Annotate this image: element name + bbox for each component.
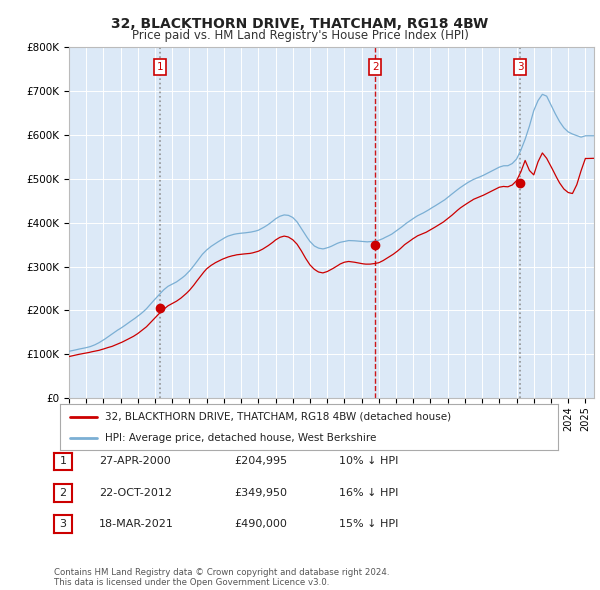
Text: 3: 3 — [517, 62, 523, 72]
Text: Price paid vs. HM Land Registry's House Price Index (HPI): Price paid vs. HM Land Registry's House … — [131, 30, 469, 42]
Text: 16% ↓ HPI: 16% ↓ HPI — [339, 488, 398, 497]
Text: £349,950: £349,950 — [234, 488, 287, 497]
Text: 2: 2 — [372, 62, 379, 72]
Text: £490,000: £490,000 — [234, 519, 287, 529]
Text: £204,995: £204,995 — [234, 457, 287, 466]
Text: 10% ↓ HPI: 10% ↓ HPI — [339, 457, 398, 466]
Text: 2: 2 — [59, 488, 67, 497]
Text: 18-MAR-2021: 18-MAR-2021 — [99, 519, 174, 529]
Text: 15% ↓ HPI: 15% ↓ HPI — [339, 519, 398, 529]
Text: 22-OCT-2012: 22-OCT-2012 — [99, 488, 172, 497]
Text: 32, BLACKTHORN DRIVE, THATCHAM, RG18 4BW: 32, BLACKTHORN DRIVE, THATCHAM, RG18 4BW — [112, 17, 488, 31]
Text: 32, BLACKTHORN DRIVE, THATCHAM, RG18 4BW (detached house): 32, BLACKTHORN DRIVE, THATCHAM, RG18 4BW… — [105, 412, 451, 422]
Text: HPI: Average price, detached house, West Berkshire: HPI: Average price, detached house, West… — [105, 433, 376, 443]
Text: Contains HM Land Registry data © Crown copyright and database right 2024.
This d: Contains HM Land Registry data © Crown c… — [54, 568, 389, 587]
Text: 1: 1 — [157, 62, 163, 72]
Text: 3: 3 — [59, 519, 67, 529]
Text: 1: 1 — [59, 457, 67, 466]
Text: 27-APR-2000: 27-APR-2000 — [99, 457, 171, 466]
